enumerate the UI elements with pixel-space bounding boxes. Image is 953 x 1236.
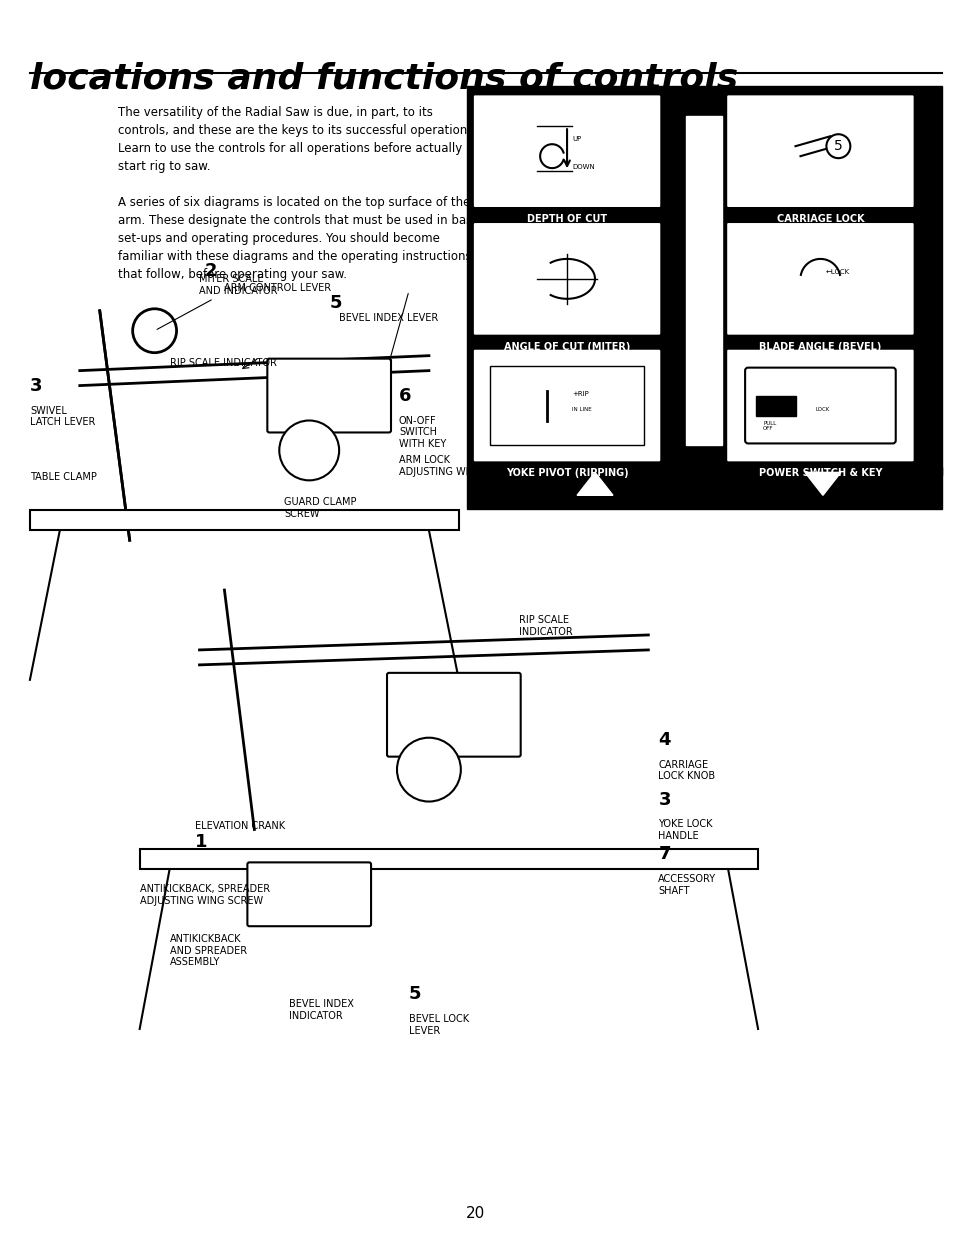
Text: BLADE ANGLE (BEVEL): BLADE ANGLE (BEVEL) [759, 341, 881, 352]
Text: MITER SCALE
AND INDICATOR: MITER SCALE AND INDICATOR [157, 274, 277, 330]
Text: DOWN: DOWN [572, 164, 594, 171]
Text: ANTIKICKBACK, SPREADER
ADJUSTING WING SCREW: ANTIKICKBACK, SPREADER ADJUSTING WING SC… [139, 884, 270, 906]
Text: UNLOCK & INDEX RELEASE: UNLOCK & INDEX RELEASE [718, 512, 926, 525]
Text: 5: 5 [833, 140, 841, 153]
Text: 6: 6 [398, 387, 411, 404]
Text: locations and functions of controls: locations and functions of controls [30, 62, 738, 95]
Text: CARRIAGE LOCK: CARRIAGE LOCK [776, 214, 863, 224]
Text: YOKE PIVOT (RIPPING): YOKE PIVOT (RIPPING) [505, 468, 628, 478]
Text: 5: 5 [409, 985, 421, 1004]
Text: 1: 1 [194, 833, 207, 852]
FancyBboxPatch shape [725, 94, 914, 208]
Bar [489, 366, 643, 445]
Text: PULL
OFF: PULL OFF [762, 420, 776, 431]
Circle shape [396, 738, 460, 801]
Text: 20: 20 [466, 1206, 485, 1221]
Text: A series of six diagrams is located on the top surface of the
arm. These designa: A series of six diagrams is located on t… [117, 197, 481, 281]
Bar [756, 396, 795, 415]
Text: ANGLE OF CUT (MITER): ANGLE OF CUT (MITER) [503, 341, 630, 352]
Text: 3: 3 [658, 791, 670, 808]
Text: GUARD CLAMP
SCREW: GUARD CLAMP SCREW [284, 497, 356, 519]
FancyBboxPatch shape [725, 349, 914, 462]
Text: ARM LOCK
ADJUSTING WHEEL: ARM LOCK ADJUSTING WHEEL [398, 455, 491, 477]
Bar [685, 116, 721, 445]
Text: LOCK: LOCK [815, 407, 829, 412]
Text: BEVEL INDEX
INDICATOR: BEVEL INDEX INDICATOR [289, 999, 354, 1021]
Text: IN LINE: IN LINE [572, 407, 591, 412]
Text: LOCK: LOCK [574, 512, 615, 525]
Polygon shape [577, 472, 613, 496]
Text: +RIP: +RIP [572, 391, 588, 397]
Text: 5: 5 [329, 294, 341, 311]
FancyBboxPatch shape [267, 358, 391, 433]
FancyBboxPatch shape [473, 94, 660, 208]
Text: ON-OFF
SWITCH
WITH KEY: ON-OFF SWITCH WITH KEY [398, 415, 446, 449]
Text: UP: UP [572, 136, 580, 142]
Polygon shape [804, 472, 840, 496]
Bar [466, 467, 941, 509]
Text: 3: 3 [30, 377, 42, 394]
Text: 2: 2 [204, 262, 216, 279]
Text: RIP SCALE INDICATOR: RIP SCALE INDICATOR [170, 357, 276, 367]
Text: ARM CONTROL LEVER: ARM CONTROL LEVER [224, 283, 332, 293]
Text: BEVEL INDEX LEVER: BEVEL INDEX LEVER [338, 313, 438, 323]
Text: RIP SCALE
INDICATOR: RIP SCALE INDICATOR [518, 616, 572, 637]
FancyBboxPatch shape [387, 672, 520, 756]
Circle shape [132, 309, 176, 352]
Circle shape [279, 420, 338, 481]
Text: POWER SWITCH & KEY: POWER SWITCH & KEY [758, 468, 882, 478]
Circle shape [825, 135, 849, 158]
Polygon shape [30, 510, 458, 530]
FancyBboxPatch shape [744, 367, 895, 444]
Text: DEPTH OF CUT
(ELEVATION): DEPTH OF CUT (ELEVATION) [526, 214, 606, 236]
Text: 4: 4 [658, 730, 670, 749]
Text: ANTIKICKBACK
AND SPREADER
ASSEMBLY: ANTIKICKBACK AND SPREADER ASSEMBLY [170, 934, 247, 968]
FancyBboxPatch shape [473, 222, 660, 336]
FancyBboxPatch shape [473, 349, 660, 462]
Bar [466, 87, 941, 476]
Text: 7: 7 [658, 845, 670, 864]
FancyBboxPatch shape [247, 863, 371, 926]
Text: TABLE CLAMP: TABLE CLAMP [30, 472, 96, 482]
Text: SWIVEL
LATCH LEVER: SWIVEL LATCH LEVER [30, 405, 95, 428]
Text: The versatility of the Radial Saw is due, in part, to its
controls, and these ar: The versatility of the Radial Saw is due… [117, 106, 470, 173]
Text: ELEVATION CRANK: ELEVATION CRANK [194, 822, 284, 832]
Text: ACCESSORY
SHAFT: ACCESSORY SHAFT [658, 874, 716, 896]
Text: ←LOCK: ←LOCK [824, 269, 848, 274]
Text: YOKE LOCK
HANDLE: YOKE LOCK HANDLE [658, 819, 712, 840]
Polygon shape [139, 849, 758, 869]
Text: BEVEL LOCK
LEVER: BEVEL LOCK LEVER [409, 1014, 469, 1036]
FancyBboxPatch shape [725, 222, 914, 336]
Text: CARRIAGE
LOCK KNOB: CARRIAGE LOCK KNOB [658, 760, 715, 781]
